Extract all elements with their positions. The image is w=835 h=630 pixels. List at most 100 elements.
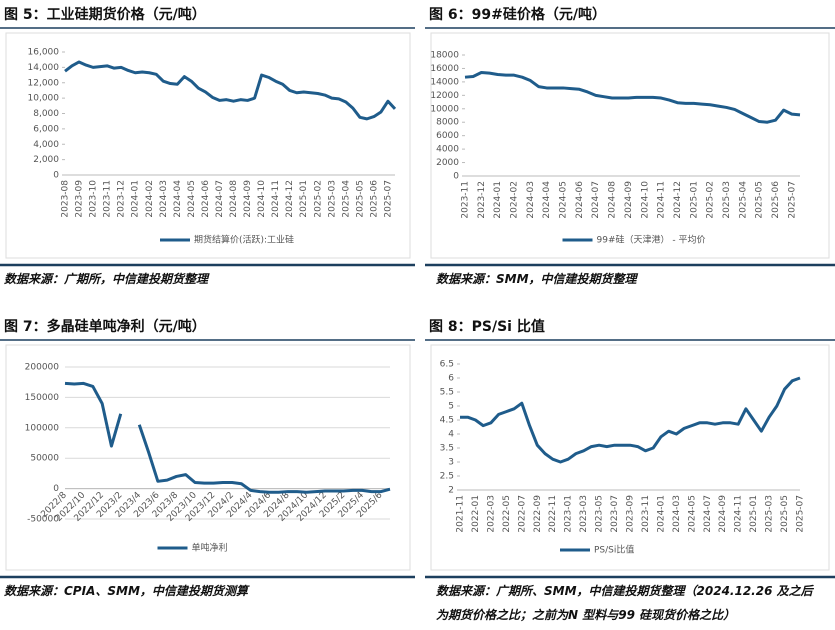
x-tick-label: 2023-08 xyxy=(61,180,71,218)
x-tick-label: 2024-02 xyxy=(510,181,520,219)
y-tick-label: 18000 xyxy=(430,51,459,61)
x-tick-label: 2024-05 xyxy=(187,180,197,218)
y-tick-label: 6.5 xyxy=(440,360,454,370)
x-tick-label: 2024-01 xyxy=(656,495,666,533)
source-note: 数据来源：CPIA、SMM，中信建投期货测算 xyxy=(4,584,248,598)
y-tick-label: 3.5 xyxy=(440,444,454,454)
y-tick-label: 10000 xyxy=(430,104,459,114)
y-tick-label: 0 xyxy=(53,171,59,181)
x-tick-label: 2025-06 xyxy=(369,180,379,218)
y-tick-label: 200000 xyxy=(25,363,60,373)
x-tick-label: 2022-01 xyxy=(471,495,481,533)
x-tick-label: 2024-10 xyxy=(257,180,267,218)
x-tick-label: 2024-05 xyxy=(559,181,569,219)
x-tick-label: 2025-07 xyxy=(787,181,797,219)
x-tick-label: 2024-10 xyxy=(640,181,650,219)
figure-title: 图 6：99#硅价格（元/吨） xyxy=(429,7,606,23)
y-tick-label: 14,000 xyxy=(28,63,60,73)
y-tick-label: 16000 xyxy=(430,64,459,74)
x-tick-label: 2024-03 xyxy=(672,495,682,533)
x-tick-label: 2024-07 xyxy=(215,180,225,218)
chart-frame xyxy=(430,344,830,571)
x-tick-label: 2024-08 xyxy=(608,181,618,219)
x-tick-label: 2023-07 xyxy=(610,495,620,533)
x-tick-label: 2025-04 xyxy=(341,180,351,218)
x-tick-label: 2022-05 xyxy=(502,495,512,533)
source-note: 数据来源：广期所，中信建投期货整理 xyxy=(4,272,209,286)
x-tick-label: 2021-11 xyxy=(456,495,466,533)
y-tick-label: -50000 xyxy=(27,515,59,525)
x-tick-label: 2025-01 xyxy=(299,180,309,218)
x-tick-label: 2024-11 xyxy=(271,180,281,218)
x-tick-label: 2024-03 xyxy=(526,181,536,219)
source-note: 数据来源：广期所、SMM，中信建投期货整理（2024.12.26 及之后为期货价… xyxy=(436,584,813,622)
x-tick-label: 2025-07 xyxy=(383,180,393,218)
y-tick-label: 100000 xyxy=(25,423,60,433)
x-tick-label: 2025-03 xyxy=(765,495,775,533)
x-tick-label: 2024-01 xyxy=(493,181,503,219)
y-tick-label: 2000 xyxy=(436,158,459,168)
x-tick-label: 2023-11 xyxy=(461,181,471,219)
figure-title: 图 8：PS/Si 比值 xyxy=(429,319,545,335)
line-series xyxy=(64,381,123,448)
y-tick-label: 8,000 xyxy=(33,109,59,119)
x-tick-label: 2025-05 xyxy=(780,495,790,533)
x-tick-label: 2025-03 xyxy=(327,180,337,218)
y-tick-label: 10,000 xyxy=(28,94,60,104)
y-tick-label: 6,000 xyxy=(33,124,59,134)
x-tick-label: 2024-09 xyxy=(624,181,634,219)
y-tick-label: 4000 xyxy=(436,145,459,155)
y-tick-label: 50000 xyxy=(30,454,59,464)
y-tick-label: 4,000 xyxy=(33,140,59,150)
x-tick-label: 2023-11 xyxy=(103,180,113,218)
y-tick-label: 16,000 xyxy=(28,48,60,58)
line-series xyxy=(460,376,801,464)
y-tick-label: 5.5 xyxy=(440,388,454,398)
x-tick-label: 2023-12 xyxy=(477,181,487,219)
y-tick-label: 6000 xyxy=(436,131,459,141)
x-tick-label: 2024-09 xyxy=(243,180,253,218)
y-tick-label: 14000 xyxy=(430,77,459,87)
y-tick-label: 150000 xyxy=(25,393,60,403)
x-tick-label: 2025-01 xyxy=(689,181,699,219)
x-tick-label: 2022-11 xyxy=(548,495,558,533)
x-tick-label: 2024-03 xyxy=(159,180,169,218)
x-tick-label: 2024-07 xyxy=(703,495,713,533)
x-tick-label: 2025-05 xyxy=(755,181,765,219)
x-tick-label: 2024-08 xyxy=(229,180,239,218)
source-note: 数据来源：SMM，中信建投期货整理 xyxy=(436,272,637,286)
x-tick-label: 2025-06 xyxy=(771,181,781,219)
y-tick-label: 12000 xyxy=(430,91,459,101)
line-series xyxy=(64,60,397,121)
x-tick-label: 2025-04 xyxy=(738,181,748,219)
chart-frame xyxy=(430,32,830,259)
legend-label: 期货结算价(活跃):工业硅 xyxy=(194,234,294,246)
x-tick-label: 2025-02 xyxy=(313,180,323,218)
x-tick-label: 2024-06 xyxy=(575,181,585,219)
y-tick-label: 2.5 xyxy=(440,472,454,482)
y-tick-label: 8000 xyxy=(436,118,459,128)
y-tick-label: 0 xyxy=(53,484,59,494)
x-tick-label: 2024-06 xyxy=(201,180,211,218)
legend-label: 单吨净利 xyxy=(192,542,228,554)
x-tick-label: 2022-03 xyxy=(486,495,496,533)
x-tick-label: 2022-09 xyxy=(533,495,543,533)
x-tick-label: 2024-09 xyxy=(718,495,728,533)
x-tick-label: 2023-03 xyxy=(579,495,589,533)
x-tick-label: 2024-02 xyxy=(145,180,155,218)
x-tick-label: 2024-11 xyxy=(734,495,744,533)
x-tick-label: 2025-03 xyxy=(722,181,732,219)
x-tick-label: 2024-04 xyxy=(542,181,552,219)
x-tick-label: 2024-07 xyxy=(591,181,601,219)
figure-title: 图 5：工业硅期货价格（元/吨） xyxy=(4,7,206,23)
x-tick-label: 2025-01 xyxy=(749,495,759,533)
y-tick-label: 3 xyxy=(448,458,454,468)
y-tick-label: 2 xyxy=(448,486,454,496)
x-tick-label: 2025-07 xyxy=(796,495,806,533)
x-tick-label: 2023-01 xyxy=(564,495,574,533)
y-tick-label: 6 xyxy=(448,374,454,384)
x-tick-label: 2024-11 xyxy=(657,181,667,219)
line-series xyxy=(137,424,391,494)
chart-frame xyxy=(5,344,411,571)
